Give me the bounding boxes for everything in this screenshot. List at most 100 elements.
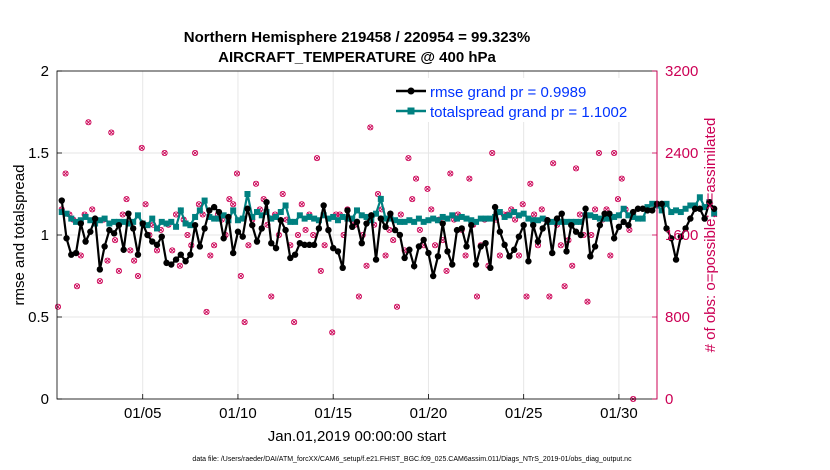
- rmse-point: [539, 225, 546, 232]
- totalspread-point: [215, 215, 222, 222]
- totalspread-point: [77, 217, 84, 224]
- obs-assimilated-point: [310, 232, 316, 238]
- obs-assimilated-point: [192, 150, 198, 156]
- rmse-point: [134, 251, 142, 258]
- obs-possible-point: [138, 144, 145, 151]
- totalspread-point: [449, 212, 456, 219]
- totalspread-point: [249, 213, 256, 220]
- totalspread-point: [687, 202, 694, 209]
- rmse-point: [568, 221, 575, 229]
- obs-possible-point: [515, 252, 522, 259]
- rmse-point: [125, 210, 132, 217]
- totalspread-point: [339, 213, 346, 220]
- rmse-point: [325, 226, 332, 234]
- y-right-tick-label: 1600: [665, 227, 698, 244]
- obs-assimilated-point: [463, 252, 469, 259]
- rmse-point: [439, 220, 446, 227]
- rmse-point: [158, 233, 165, 240]
- obs-possible-point: [184, 231, 191, 239]
- rmse-point: [282, 226, 289, 234]
- obs-assimilated-point: [497, 252, 503, 259]
- obs-assimilated-point: [428, 206, 434, 212]
- totalspread-point: [411, 218, 418, 225]
- obs-possible-point: [557, 242, 564, 249]
- obs-assimilated-point: [245, 242, 251, 248]
- rmse-point: [387, 210, 394, 217]
- obs-assimilated-point: [177, 263, 183, 269]
- rmse-point: [244, 205, 251, 212]
- rmse-point: [625, 221, 632, 229]
- totalspread-point: [268, 215, 275, 222]
- rmse-point: [287, 254, 294, 262]
- legend-rmse-marker: [407, 87, 415, 95]
- obs-assimilated-point: [394, 304, 400, 310]
- obs-possible-point: [73, 283, 81, 290]
- obs-assimilated-point: [314, 155, 320, 161]
- obs-assimilated-point: [253, 181, 259, 187]
- rmse-point: [129, 225, 137, 232]
- totalspread-point: [220, 212, 227, 219]
- obs-possible-point: [512, 216, 519, 223]
- rmse-point: [668, 235, 675, 242]
- x-tick-label: 01/20: [410, 405, 448, 422]
- totalspread-point: [258, 212, 265, 219]
- obs-assimilated-point: [291, 319, 297, 325]
- rmse-point: [87, 228, 94, 235]
- y-right-tick-label: 0: [665, 391, 673, 408]
- rmse-point: [649, 207, 656, 214]
- totalspread-point: [254, 209, 260, 216]
- obs-assimilated-point: [417, 227, 423, 233]
- obs-assimilated-point: [184, 232, 190, 238]
- rmse-point: [234, 228, 242, 235]
- obs-possible-point: [176, 262, 183, 269]
- totalspread-point: [644, 204, 651, 211]
- totalspread-point: [430, 215, 437, 222]
- rmse-point: [710, 205, 718, 212]
- totalspread-point: [387, 215, 394, 222]
- totalspread-point: [182, 220, 189, 227]
- obs-possible-point: [112, 237, 119, 244]
- rmse-point: [506, 253, 513, 260]
- rmse-point: [401, 254, 408, 262]
- obs-possible-point: [405, 155, 412, 162]
- totalspread-point: [649, 200, 656, 207]
- totalspread-point: [596, 215, 603, 222]
- obs-possible-point: [447, 170, 454, 177]
- obs-possible-point: [569, 262, 576, 269]
- rmse-point: [463, 243, 470, 250]
- obs-assimilated-point: [607, 252, 613, 259]
- totalspread-point: [663, 200, 670, 207]
- rmse-point: [544, 217, 551, 224]
- rmse-point: [225, 213, 232, 221]
- rmse-point: [677, 233, 685, 240]
- obs-assimilated-point: [124, 196, 130, 202]
- rmse-point: [334, 248, 342, 255]
- obs-assimilated-point: [104, 258, 110, 264]
- rmse-point: [353, 218, 361, 226]
- obs-assimilated-point: [383, 252, 389, 259]
- rmse-point: [368, 212, 375, 219]
- rmse-point: [249, 221, 256, 229]
- totalspread-point: [577, 218, 584, 225]
- rmse-point: [682, 225, 689, 232]
- obs-assimilated-point: [527, 181, 533, 187]
- y-axis-left-label: rmse and totalspread: [11, 165, 28, 306]
- totalspread-point: [377, 195, 384, 202]
- obs-possible-point: [550, 160, 557, 167]
- rmse-point: [377, 215, 385, 222]
- totalspread-point: [292, 218, 299, 225]
- rmse-point: [591, 243, 599, 250]
- obs-possible-point: [466, 175, 473, 182]
- rmse-point: [634, 205, 642, 212]
- totalspread-point: [163, 220, 170, 227]
- axis-ticks: 01/05 01/10 01/15 01/20 01/25 01/30 0 0.5 1 1.5 2 0…: [28, 63, 698, 422]
- totalspread-point: [401, 218, 408, 225]
- totalspread-point: [463, 215, 470, 222]
- obs-assimilated-point: [550, 160, 556, 166]
- rmse-point: [82, 238, 89, 245]
- legend: rmse grand pr = 0.9989 totalspread grand…: [392, 78, 650, 122]
- rmse-point: [582, 205, 589, 212]
- obs-assimilated-point: [207, 252, 213, 259]
- obs-assimilated-point: [173, 211, 179, 218]
- obs-assimilated-point: [619, 176, 625, 182]
